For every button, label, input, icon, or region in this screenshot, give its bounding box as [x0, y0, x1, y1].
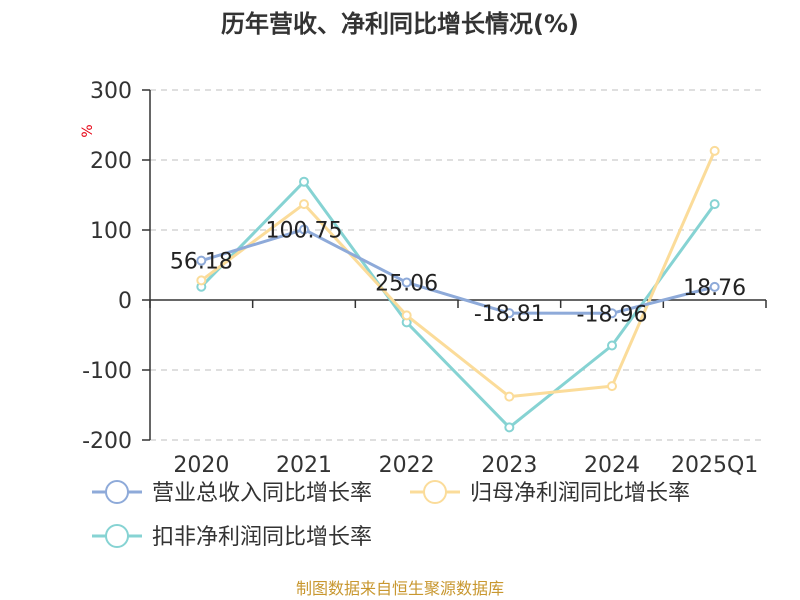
data-label: -18.81: [474, 302, 545, 327]
series-lines: [196, 145, 720, 433]
legend-marker: [105, 480, 129, 504]
data-label: 25.06: [375, 271, 438, 296]
data-label: -18.96: [577, 302, 648, 327]
data-point: [299, 176, 309, 187]
y-axis-unit: %: [80, 124, 96, 137]
data-point: [504, 391, 515, 402]
data-labels: 56.18 100.75 25.06 -18.81 -18.96 18.76: [170, 218, 746, 327]
x-tick-label: 2023: [481, 453, 537, 478]
x-tick-label: 2021: [276, 453, 332, 478]
data-point: [299, 224, 309, 235]
x-tick-label: 2024: [584, 453, 640, 478]
data-point: [607, 308, 617, 319]
data-point: [196, 275, 207, 286]
chart-title: 历年营收、净利同比增长情况(%): [221, 10, 579, 38]
legend-label: 营业总收入同比增长率: [152, 481, 372, 506]
axes: 300 200 100 0 -100 -200 2020 2021 2022 2023 2024 20…: [82, 79, 767, 478]
data-point: [299, 199, 309, 210]
y-tick-label: 200: [90, 149, 132, 174]
y-tick-label: 300: [90, 79, 132, 104]
data-point: [401, 310, 412, 321]
data-label: 18.76: [683, 276, 746, 301]
data-point: [709, 199, 720, 210]
source-note: 制图数据来自恒生聚源数据库: [296, 579, 504, 598]
series-line: [200, 180, 716, 429]
x-tick-label: 2020: [173, 453, 229, 478]
y-tick-label: 100: [90, 219, 132, 244]
legend-label: 扣非净利润同比增长率: [152, 525, 372, 550]
data-point: [504, 422, 515, 433]
series-line: [200, 150, 717, 399]
data-point: [709, 281, 720, 292]
data-point: [607, 340, 617, 351]
data-point: [607, 381, 617, 392]
series-line: [200, 227, 716, 315]
data-point: [504, 308, 515, 319]
data-point: [709, 145, 720, 156]
x-tick-label: 2022: [379, 453, 435, 478]
grid-lines: [150, 89, 766, 441]
legend-marker: [105, 524, 129, 548]
x-tick-label: 2025Q1: [671, 453, 758, 478]
data-point: [401, 277, 412, 288]
data-point: [196, 255, 207, 266]
legend-label: 归母净利润同比增长率: [470, 481, 690, 506]
data-label: 56.18: [170, 250, 233, 275]
y-tick-label: -200: [82, 429, 132, 454]
y-tick-label: -100: [82, 359, 132, 384]
legend-marker: [423, 480, 447, 504]
y-tick-label: 0: [118, 289, 132, 314]
data-label: 100.75: [266, 218, 343, 243]
